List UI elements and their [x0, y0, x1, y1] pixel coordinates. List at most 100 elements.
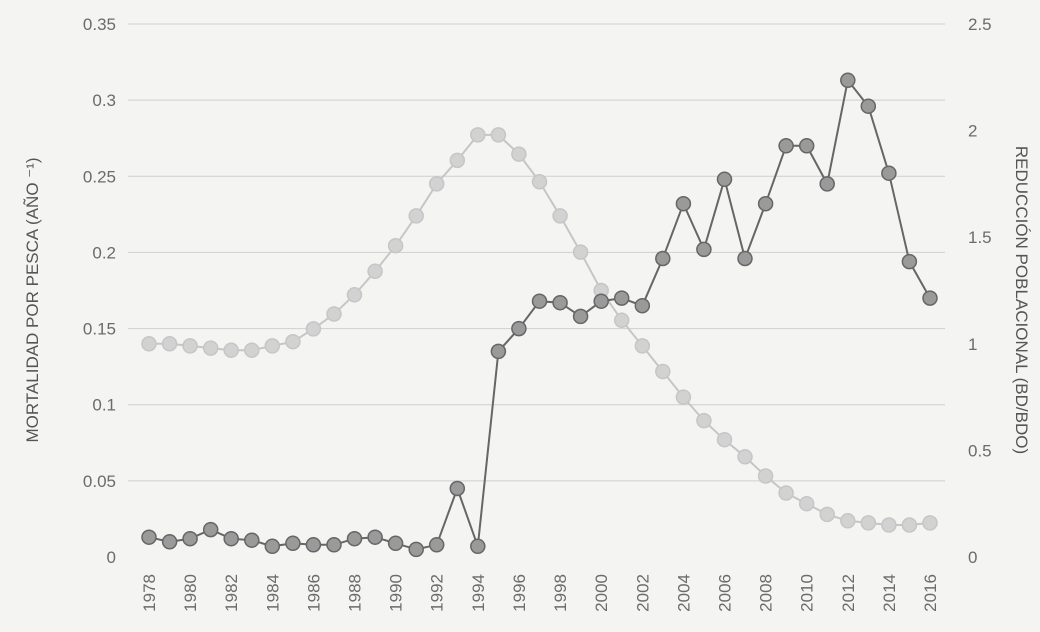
- x-tick-label: 2002: [633, 574, 652, 612]
- data-point: [901, 517, 918, 533]
- data-point: [408, 541, 424, 558]
- x-tick-label: 1998: [551, 574, 570, 612]
- data-point: [778, 485, 794, 501]
- x-tick-label: 2004: [674, 574, 693, 612]
- right-y-tick-label: 1.5: [968, 228, 992, 247]
- x-axis-ticks: 1978 1980 1982 1984 1986 1988 1990 1992 1994 1996…: [140, 574, 940, 612]
- data-point: [264, 538, 281, 555]
- left-y-tick-label: 0.15: [83, 320, 116, 339]
- left-y-axis-title: MORTALIDAD POR PESCA (AÑO ⁻¹): [23, 157, 42, 442]
- data-point: [305, 537, 322, 553]
- right-y-tick-label: 0: [968, 548, 977, 567]
- data-point: [141, 336, 157, 352]
- x-tick-label: 1982: [222, 574, 241, 612]
- data-point: [470, 538, 486, 555]
- data-point: [202, 521, 219, 538]
- data-point: [881, 165, 897, 181]
- data-point: [737, 449, 753, 465]
- x-tick-label: 1992: [428, 574, 447, 612]
- right-y-axis-ticks: 0 0.5 1 1.5 2 2.5: [968, 15, 992, 567]
- data-point: [387, 535, 404, 552]
- data-point: [326, 537, 342, 553]
- data-point: [367, 263, 383, 280]
- data-point: [778, 138, 794, 154]
- data-point: [798, 138, 815, 154]
- series-right-axis: [141, 127, 938, 533]
- series-left-axis: [141, 72, 938, 558]
- data-point: [696, 412, 712, 429]
- data-point: [572, 244, 589, 260]
- data-point: [860, 515, 877, 531]
- x-tick-label: 2016: [921, 574, 940, 612]
- x-tick-label: 1990: [387, 574, 406, 612]
- left-y-tick-label: 0.25: [83, 167, 116, 186]
- data-point: [860, 98, 877, 114]
- data-point: [655, 363, 671, 380]
- series: [141, 72, 938, 558]
- data-point: [593, 293, 609, 309]
- data-point: [264, 338, 281, 354]
- left-y-tick-label: 0.3: [92, 91, 116, 110]
- x-tick-label: 2006: [715, 574, 734, 612]
- data-point: [798, 495, 815, 512]
- data-point: [511, 320, 527, 337]
- right-y-tick-label: 2: [968, 122, 977, 141]
- left-y-tick-label: 0.35: [83, 15, 116, 34]
- data-point: [840, 72, 856, 89]
- data-point: [675, 389, 692, 405]
- data-point: [326, 306, 342, 322]
- data-point: [511, 146, 527, 162]
- x-tick-label: 1978: [140, 574, 159, 612]
- right-y-tick-label: 0.5: [968, 441, 992, 460]
- data-point: [223, 530, 239, 547]
- data-point: [161, 534, 178, 550]
- data-point: [655, 250, 671, 267]
- right-y-tick-label: 1: [968, 335, 977, 354]
- x-tick-label: 1984: [263, 574, 282, 612]
- x-tick-label: 1996: [510, 574, 529, 612]
- data-point: [346, 287, 363, 303]
- data-point: [182, 338, 198, 354]
- left-y-axis-ticks: 0 0.05 0.1 0.15 0.2 0.25 0.3 0.35: [83, 15, 116, 567]
- left-y-tick-label: 0: [107, 548, 116, 567]
- data-point: [428, 176, 445, 192]
- data-point: [223, 342, 239, 358]
- x-tick-label: 2000: [592, 574, 611, 612]
- data-point: [819, 176, 835, 192]
- data-point: [613, 312, 630, 329]
- x-tick-label: 1988: [346, 574, 365, 612]
- data-point: [675, 195, 692, 212]
- data-point: [901, 253, 918, 270]
- data-point: [202, 340, 219, 356]
- data-point: [552, 294, 568, 311]
- data-point: [716, 431, 733, 448]
- data-point: [757, 468, 774, 484]
- data-point: [244, 532, 260, 548]
- series-line: [148, 77, 931, 551]
- left-y-tick-label: 0.2: [92, 243, 116, 262]
- x-tick-label: 2014: [880, 574, 899, 612]
- data-point: [840, 513, 856, 529]
- data-point: [819, 506, 835, 523]
- data-point: [490, 343, 507, 360]
- data-point: [141, 529, 157, 545]
- x-tick-label: 2008: [757, 574, 776, 612]
- data-point: [757, 195, 774, 212]
- data-point: [367, 529, 383, 545]
- data-point: [531, 174, 548, 190]
- gridlines: [128, 23, 945, 482]
- data-point: [346, 530, 363, 547]
- data-point: [285, 535, 301, 552]
- data-point: [470, 127, 486, 143]
- left-y-tick-label: 0.1: [92, 396, 116, 415]
- data-point: [696, 241, 712, 258]
- data-point: [922, 290, 938, 306]
- data-point: [182, 530, 198, 547]
- data-point: [285, 333, 301, 350]
- data-point: [737, 250, 753, 267]
- x-tick-label: 1980: [181, 574, 200, 612]
- data-point: [572, 308, 589, 325]
- data-point: [613, 290, 630, 306]
- right-y-axis-title: REDUCCIÓN POBLACIONAL (BD/BDO): [1012, 146, 1031, 454]
